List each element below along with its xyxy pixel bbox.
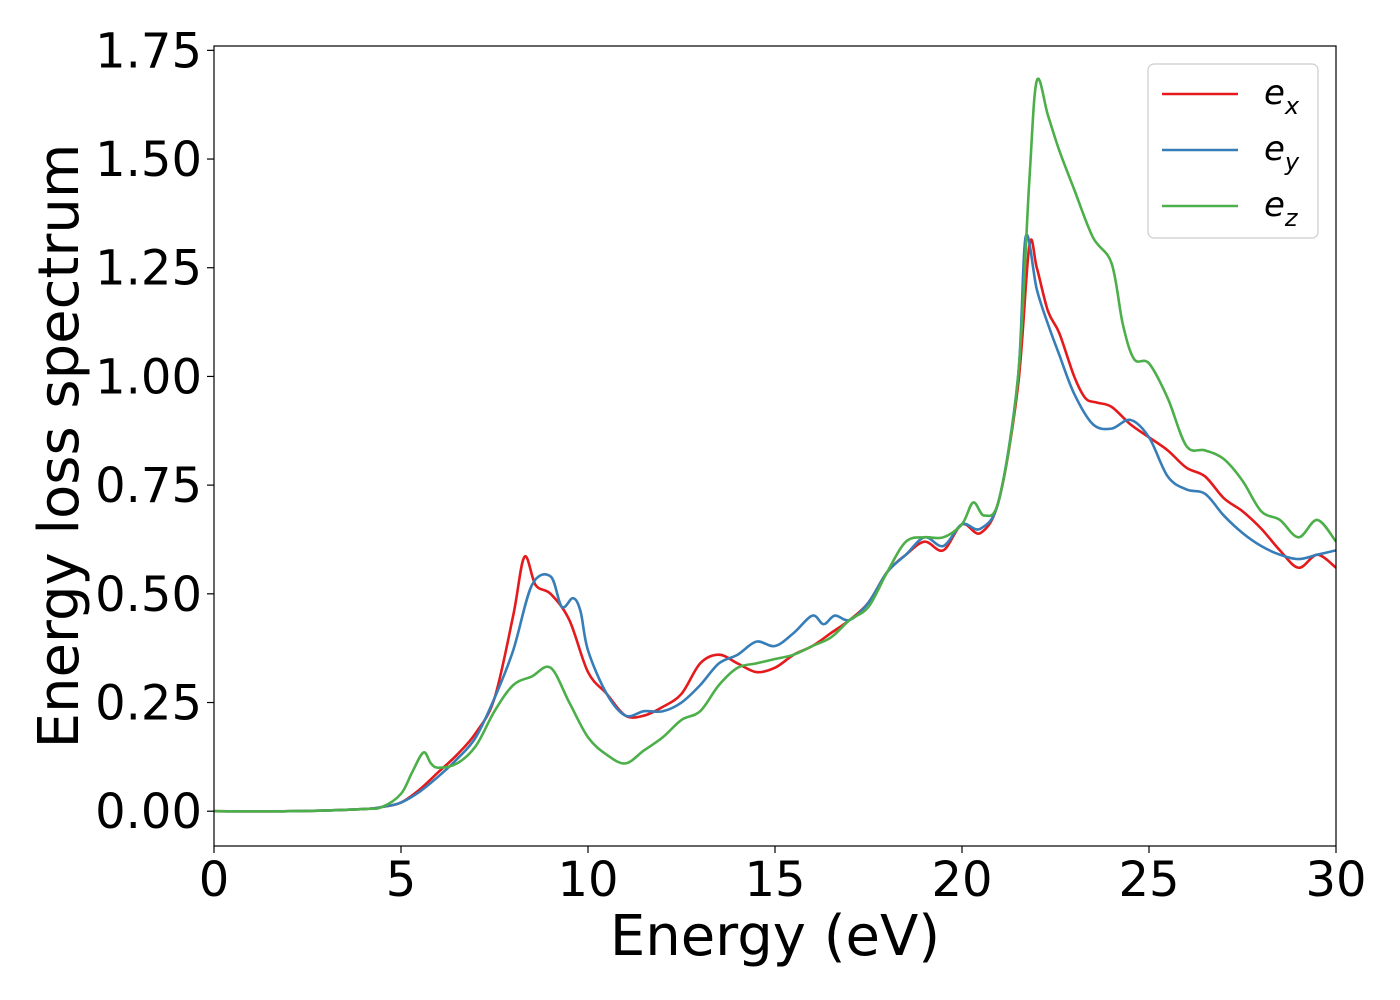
y-tick-label: 0.50 — [95, 567, 202, 623]
y-tick-label: 1.75 — [95, 23, 202, 79]
y-tick-label: 1.00 — [95, 349, 202, 405]
x-tick-label: 25 — [1118, 852, 1179, 908]
series-line-z — [214, 77, 1336, 813]
x-axis: 0 5 10 15 20 25 30 — [199, 846, 1367, 908]
y-tick-label: 1.50 — [95, 132, 202, 188]
x-tick-label: 20 — [931, 852, 992, 908]
x-tick-label: 10 — [557, 852, 618, 908]
plot-lines — [214, 77, 1336, 813]
y-axis-label: Energy loss spectrum — [27, 144, 92, 749]
x-tick-label: 30 — [1305, 852, 1366, 908]
x-tick-label: 0 — [199, 852, 230, 908]
x-tick-label: 15 — [744, 852, 805, 908]
x-axis-label: Energy (eV) — [610, 904, 940, 969]
x-tick-label: 5 — [386, 852, 417, 908]
series-line-x — [214, 238, 1336, 813]
y-axis: 0.00 0.25 0.50 0.75 1.00 1.25 1.50 1.75 — [95, 23, 214, 840]
series-line-y — [214, 233, 1336, 813]
y-tick-label: 1.25 — [95, 241, 202, 297]
y-tick-label: 0.00 — [95, 784, 202, 840]
y-tick-label: 0.25 — [95, 676, 202, 732]
y-tick-label: 0.75 — [95, 458, 202, 514]
